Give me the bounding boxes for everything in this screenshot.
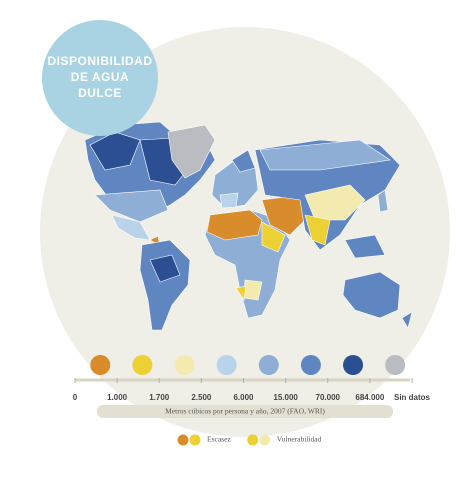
key-swatch	[259, 434, 271, 446]
scale-swatch	[174, 355, 195, 375]
east-africa	[261, 221, 286, 253]
scale-label: 1.700	[149, 393, 170, 402]
key-label: Vulnerabilidad	[277, 435, 322, 444]
scale-label: 70.000	[316, 393, 341, 402]
amazon	[149, 254, 181, 283]
scale-swatch	[90, 355, 111, 375]
scale-caption: Metros cúbicos por persona y año, 2007 (…	[165, 407, 325, 416]
key-swatch	[189, 434, 201, 446]
scale-swatch	[132, 355, 153, 375]
japan	[377, 189, 389, 213]
scale-swatch	[385, 355, 406, 375]
scale-label: 0	[73, 393, 78, 402]
key-label: Escasez	[207, 435, 231, 444]
scale-label: 6.000	[233, 393, 254, 402]
title-line: DISPONIBILIDAD	[47, 54, 152, 68]
scale-swatch	[300, 355, 321, 375]
north-africa	[206, 209, 263, 241]
scale-swatch	[258, 355, 279, 375]
southeast-asia	[344, 234, 386, 259]
new-zealand	[401, 311, 413, 329]
west-europe	[219, 192, 239, 209]
scale-label: 15.000	[273, 393, 298, 402]
india	[304, 214, 331, 246]
scale-label: 684.000	[355, 393, 384, 402]
scandinavia	[231, 149, 256, 173]
usa	[94, 189, 169, 223]
title-line: DE AGUA	[71, 70, 129, 84]
scale-swatch	[343, 355, 364, 375]
greenland	[167, 124, 216, 179]
scale-label: 2.500	[191, 393, 212, 402]
china	[304, 184, 366, 221]
namibia	[235, 285, 247, 301]
title-line: DULCE	[78, 86, 122, 100]
caption-bar	[97, 405, 393, 418]
legend: 0 1.000 1.700 2.500 6.000 15.000 70.000 684.000…	[73, 355, 431, 446]
key-swatch	[247, 434, 259, 446]
scale-label: Sin datos	[394, 393, 431, 402]
australia	[342, 271, 401, 319]
russia	[259, 139, 391, 171]
title-badge	[42, 20, 158, 136]
key-swatch	[177, 434, 189, 446]
scale-label: 1.000	[107, 393, 128, 402]
scale-swatch	[216, 355, 237, 375]
world-map	[84, 121, 413, 331]
mexico	[111, 214, 151, 241]
